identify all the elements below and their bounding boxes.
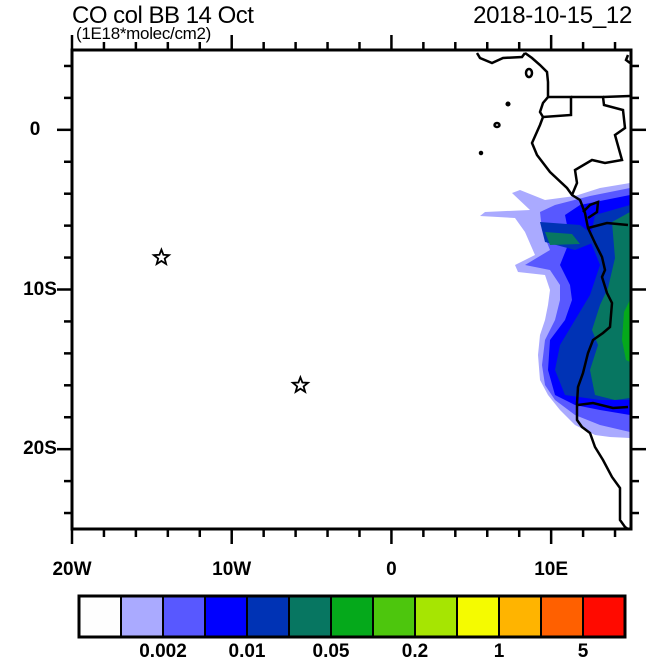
map-frame [70, 48, 633, 531]
colorbar-label: 0.01 [228, 641, 266, 662]
colorbar-swatch [372, 595, 416, 638]
lon-label: 0 [386, 559, 397, 580]
island-small [505, 101, 511, 107]
plume-level-6 [622, 300, 630, 362]
border-cameroon [602, 94, 631, 99]
colorbar-swatch [456, 595, 500, 638]
colorbar-label: 1 [493, 641, 505, 662]
lat-label: 20S [23, 438, 57, 460]
coastline-africa [524, 51, 629, 531]
colorbar-swatch [120, 595, 164, 638]
colorbar-swatch [78, 595, 122, 638]
colorbar-swatch [540, 595, 584, 638]
border-angola-north [587, 221, 629, 230]
star-marker-icon [151, 247, 172, 267]
colorbar-swatch [498, 595, 542, 638]
colorbar-label: 5 [577, 641, 589, 662]
colorbar-swatch [414, 595, 458, 638]
co-plume [480, 183, 630, 438]
site-markers [151, 247, 311, 394]
units-subtitle: (1E18*molec/cm2) [76, 24, 212, 43]
plume-level-5 [590, 212, 630, 400]
colorbar-swatch [330, 595, 374, 638]
colorbar-label: 0.05 [312, 641, 350, 662]
border-cabinda [582, 200, 600, 220]
island-annobon [478, 150, 484, 156]
star-marker-icon [290, 374, 311, 394]
border-angola-namibia [577, 401, 629, 410]
colorbar-swatch [162, 595, 206, 638]
island-principe [493, 121, 501, 129]
lon-label: 10W [212, 559, 252, 580]
lat-label: 10S [23, 278, 57, 300]
plume-level-5-streak [545, 232, 580, 245]
lon-label: 10E [534, 559, 569, 580]
coastlines-borders [475, 51, 631, 531]
colorbar-frame [77, 594, 627, 639]
colorbar-swatch [204, 595, 248, 638]
coastline-africa [475, 52, 526, 65]
border-gabon [570, 95, 627, 196]
plot-title: CO col BB 14 Oct [72, 2, 254, 29]
colorbar-label: 0.2 [401, 641, 429, 662]
island-bioko [524, 67, 534, 79]
colorbar-swatch [246, 595, 290, 638]
border-top-right [624, 54, 631, 64]
colorbar-label: 0.002 [139, 641, 187, 662]
lon-label: 20W [52, 559, 92, 580]
border-rio-muni [542, 95, 573, 119]
colorbar-swatch [582, 595, 626, 638]
colorbar-swatch [288, 595, 332, 638]
colorbar [77, 594, 627, 639]
valid-time: 2018-10-15_12 [473, 2, 632, 29]
lat-label: 0 [29, 118, 41, 140]
